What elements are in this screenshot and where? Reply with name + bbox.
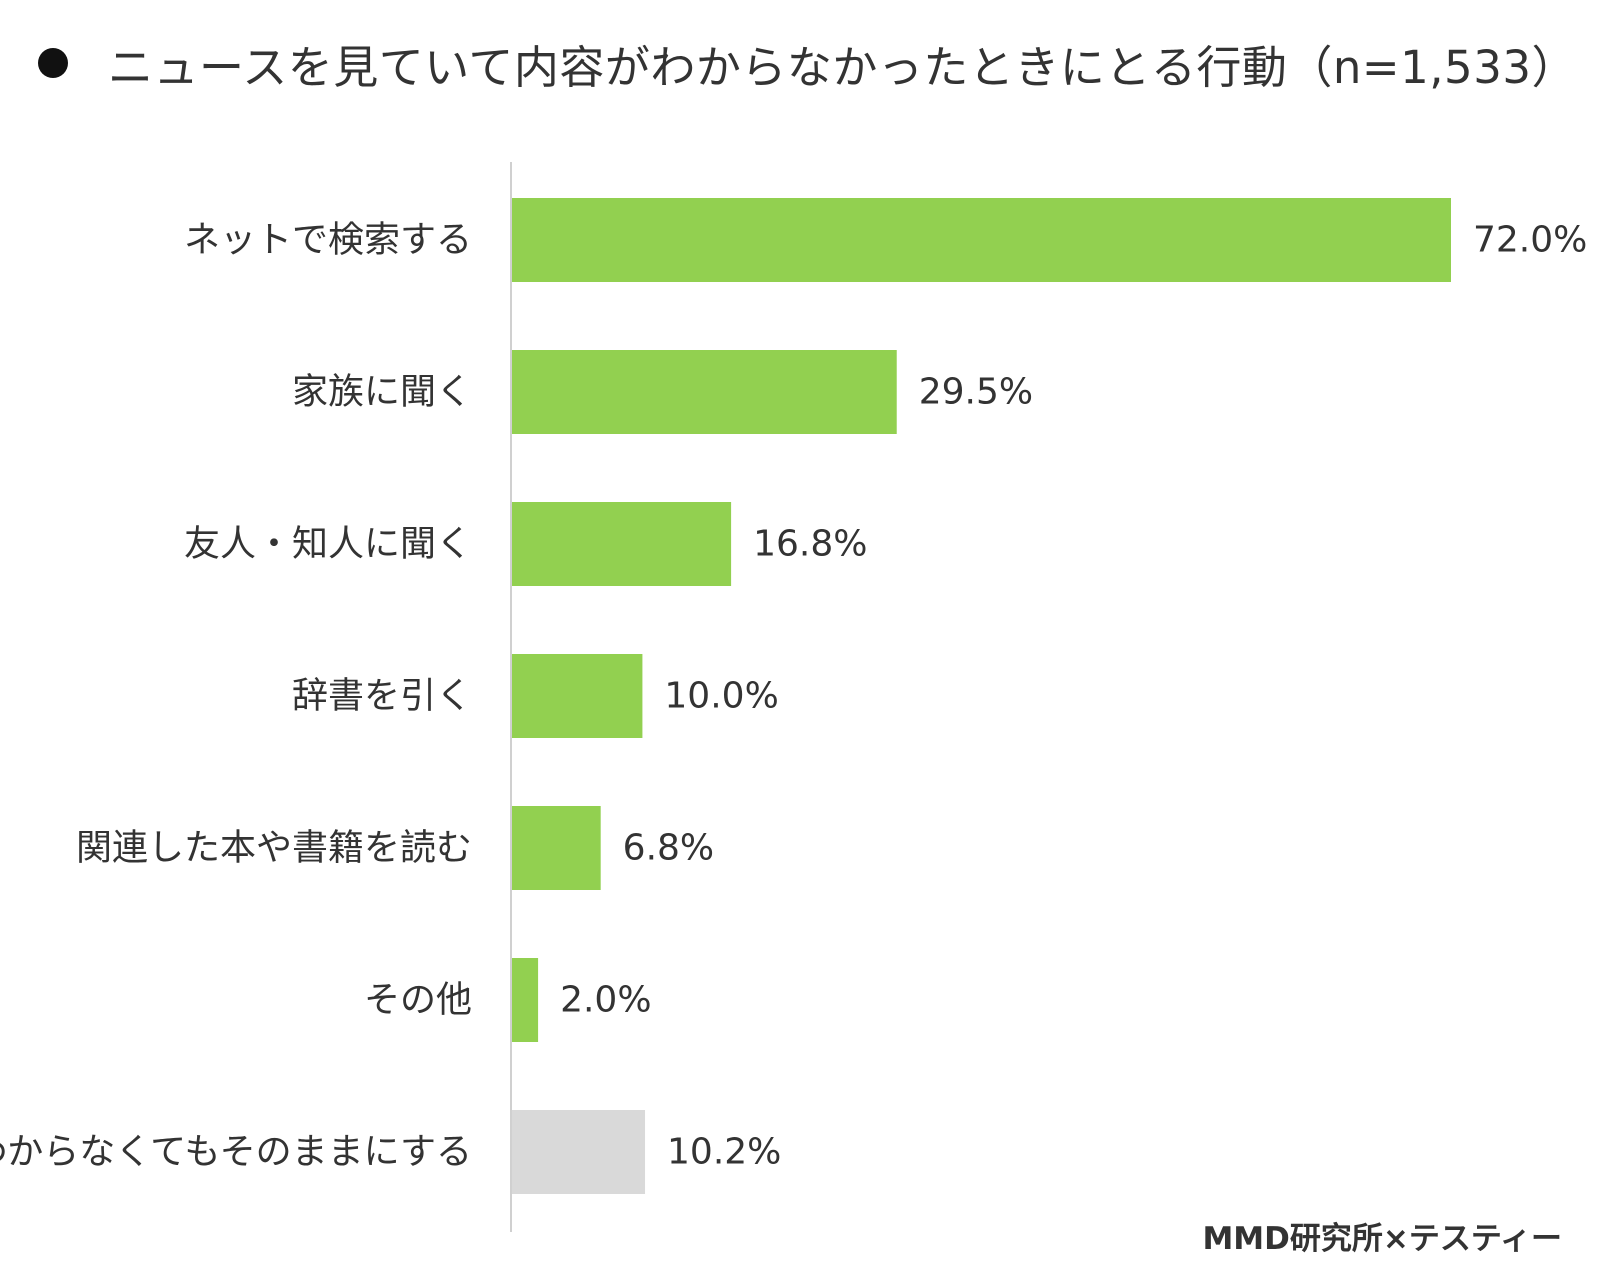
- bar-5: [512, 958, 539, 1042]
- chart-title-row: ニュースを見ていて内容がわからなかったときにとる行動（n=1,533）: [38, 28, 1577, 98]
- bullet-icon: [38, 48, 68, 78]
- bar-0: [512, 198, 1451, 282]
- value-label-3: 10.0%: [664, 676, 778, 717]
- value-label-5: 2.0%: [560, 980, 651, 1021]
- value-label-4: 6.8%: [623, 828, 714, 869]
- bar-3: [512, 654, 643, 738]
- category-label-4: 関連した本や書籍を読む: [76, 828, 472, 869]
- category-label-6: わからなくてもそのままにする: [0, 1132, 472, 1173]
- value-label-0: 72.0%: [1473, 220, 1587, 261]
- value-label-1: 29.5%: [919, 372, 1033, 413]
- value-label-2: 16.8%: [753, 524, 867, 565]
- category-label-5: その他: [364, 980, 472, 1021]
- bar-2: [512, 502, 732, 586]
- bar-4: [512, 806, 601, 890]
- category-label-3: 辞書を引く: [292, 676, 472, 717]
- bar-6: [512, 1110, 646, 1194]
- source-credit: MMD研究所×テスティー: [1202, 1221, 1562, 1257]
- category-label-2: 友人・知人に聞く: [184, 524, 472, 565]
- chart-title: ニュースを見ていて内容がわからなかったときにとる行動（n=1,533）: [108, 40, 1577, 94]
- value-label-6: 10.2%: [667, 1132, 781, 1173]
- category-label-1: 家族に聞く: [292, 372, 472, 413]
- category-label-0: ネットで検索する: [184, 220, 472, 261]
- bar-1: [512, 350, 897, 434]
